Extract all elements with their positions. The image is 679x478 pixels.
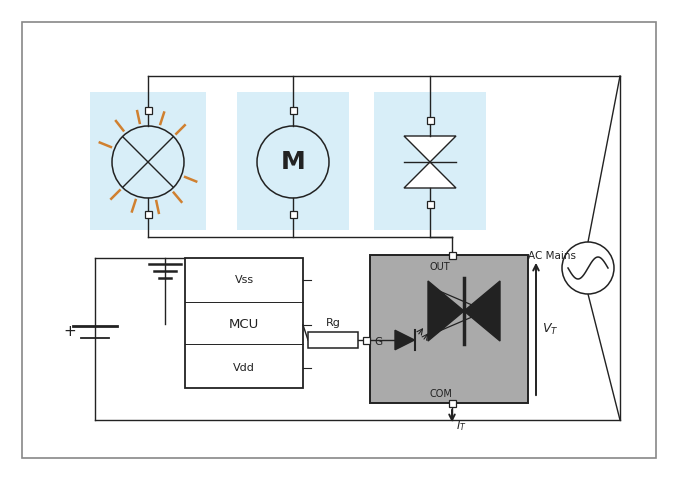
Bar — [426, 200, 433, 207]
Bar — [308, 332, 358, 348]
Text: $I_T$: $I_T$ — [456, 419, 466, 433]
Text: Vss: Vss — [234, 275, 253, 285]
Text: AC Mains: AC Mains — [528, 251, 576, 261]
Polygon shape — [428, 281, 464, 341]
Text: M: M — [280, 150, 306, 174]
Polygon shape — [404, 162, 456, 188]
Circle shape — [562, 242, 614, 294]
Polygon shape — [464, 281, 500, 341]
Bar — [185, 287, 303, 288]
Text: $V_T$: $V_T$ — [542, 321, 558, 337]
Bar — [185, 258, 303, 388]
Bar — [374, 92, 486, 230]
Bar — [90, 92, 206, 230]
Bar — [370, 255, 528, 403]
Text: MCU: MCU — [229, 318, 259, 332]
Bar — [145, 210, 151, 217]
Text: Vdd: Vdd — [233, 363, 255, 373]
Bar — [426, 117, 433, 123]
Bar — [363, 337, 370, 344]
Text: COM: COM — [430, 389, 453, 399]
Bar — [237, 92, 349, 230]
Bar — [289, 107, 297, 113]
Bar — [449, 251, 456, 259]
Text: +: + — [63, 324, 76, 338]
Bar — [289, 210, 297, 217]
Bar — [449, 400, 456, 406]
Text: G: G — [374, 337, 382, 347]
Text: Rg: Rg — [325, 318, 340, 328]
Polygon shape — [404, 136, 456, 162]
Bar — [145, 107, 151, 113]
Text: OUT: OUT — [430, 262, 451, 272]
Polygon shape — [395, 330, 414, 350]
